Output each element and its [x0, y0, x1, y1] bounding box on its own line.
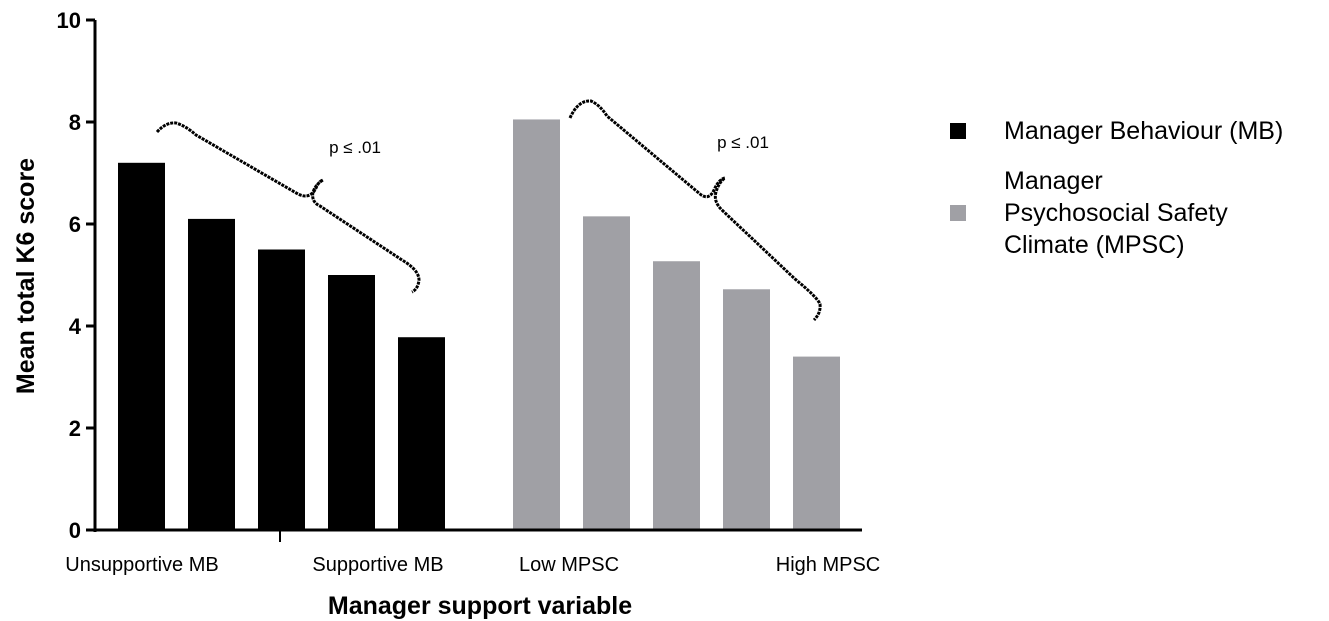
legend-label-mpsc-line3: Climate (MPSC) — [1004, 231, 1185, 259]
x-category-label: Unsupportive MB — [65, 554, 218, 576]
significance-braces — [155, 99, 822, 322]
legend: Manager Behaviour (MB) Manager Psychosoc… — [950, 115, 1320, 279]
x-category-label: Supportive MB — [312, 554, 443, 576]
legend-item-mb: Manager Behaviour (MB) — [950, 115, 1320, 147]
bar-mb-2 — [188, 218, 235, 530]
significance-annotation-mb: p ≤ .01 — [329, 138, 381, 157]
x-category-label: High MPSC — [776, 554, 880, 576]
bar-mpsc-4 — [723, 289, 770, 530]
y-tick-label: 6 — [69, 212, 81, 237]
x-category-label: Low MPSC — [519, 554, 619, 576]
x-axis: Unsupportive MB Supportive MB Low MPSC High… — [65, 528, 880, 576]
legend-swatch-mb — [950, 123, 966, 139]
y-axis: 0 2 4 6 8 10 — [57, 8, 97, 543]
x-axis-title: Manager support variable — [328, 592, 632, 620]
significance-brace-mpsc — [568, 99, 822, 322]
y-tick-label: 4 — [69, 314, 82, 339]
y-tick-label: 8 — [69, 110, 81, 135]
significance-annotation-mpsc: p ≤ .01 — [717, 133, 769, 152]
bar-mb-4 — [328, 275, 375, 530]
legend-swatch-mpsc — [950, 205, 966, 221]
bar-mpsc-3 — [653, 261, 700, 530]
significance-brace-mb — [155, 121, 421, 294]
legend-label-mpsc-line1: Manager — [1004, 167, 1103, 195]
legend-label-mpsc: Manager Psychosocial Safety Climate (MPS… — [1004, 165, 1228, 261]
bar-mpsc-2 — [583, 216, 630, 530]
y-axis-title: Mean total K6 score — [12, 158, 40, 394]
y-tick-label: 10 — [57, 8, 81, 33]
bar-mb-3 — [258, 249, 305, 530]
bar-mpsc-5 — [793, 356, 840, 530]
bar-mpsc-1 — [513, 119, 560, 530]
legend-label-mpsc-line2: Psychosocial Safety — [1004, 199, 1228, 227]
bar-mb-5 — [398, 337, 445, 530]
bars — [118, 119, 840, 531]
y-tick-label: 0 — [69, 518, 81, 543]
legend-item-mpsc: Manager Psychosocial Safety Climate (MPS… — [950, 165, 1320, 261]
legend-label-mb: Manager Behaviour (MB) — [1004, 117, 1284, 145]
bar-mb-1 — [118, 162, 165, 531]
y-tick-label: 2 — [69, 416, 81, 441]
